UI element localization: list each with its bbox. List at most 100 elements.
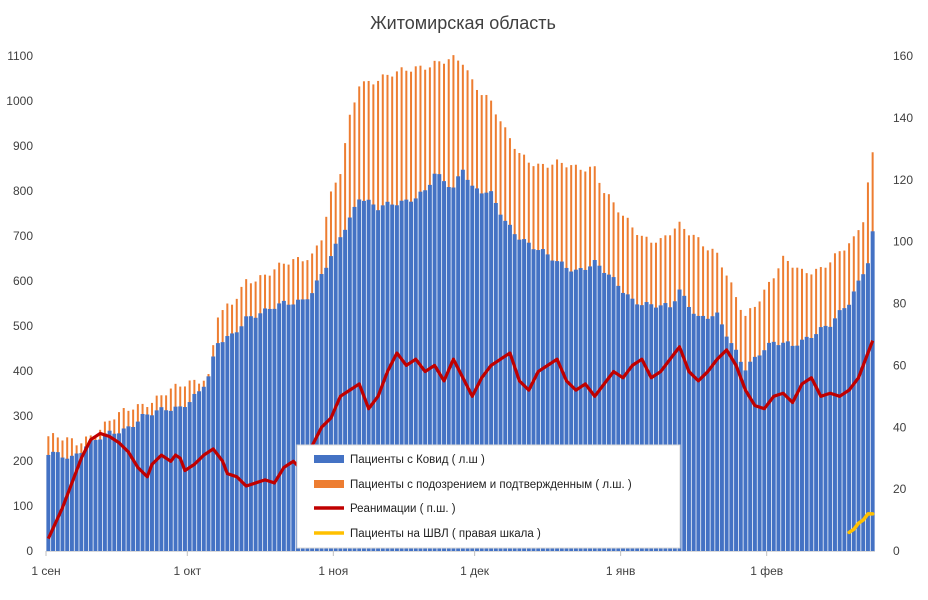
x-axis-tick-label: 1 дек bbox=[460, 564, 490, 578]
bar-covid bbox=[531, 249, 536, 551]
bar-covid bbox=[145, 414, 150, 551]
bar-covid bbox=[84, 446, 89, 551]
bar-covid bbox=[248, 316, 253, 551]
bar-covid bbox=[102, 433, 107, 551]
bar-covid bbox=[748, 361, 753, 551]
bar-covid bbox=[187, 402, 192, 551]
left-axis-tick: 400 bbox=[13, 364, 33, 378]
legend-label-covid: Пациенты с Ковид ( л.ш ) bbox=[350, 454, 485, 466]
bar-covid bbox=[239, 326, 244, 551]
bar-covid bbox=[588, 266, 593, 551]
bar-covid bbox=[555, 261, 560, 551]
bar-covid bbox=[244, 316, 249, 551]
right-axis-tick: 60 bbox=[893, 358, 907, 372]
line-ventilator bbox=[847, 512, 875, 535]
bar-covid bbox=[635, 304, 640, 551]
x-axis-tick-label: 1 окт bbox=[174, 564, 202, 578]
bar-covid bbox=[752, 356, 757, 551]
bar-covid bbox=[117, 433, 121, 551]
bar-covid bbox=[677, 289, 682, 551]
line-series bbox=[46, 340, 875, 540]
bar-covid bbox=[498, 214, 503, 551]
left-axis-tick: 700 bbox=[13, 229, 33, 243]
bar-covid bbox=[225, 336, 230, 551]
bar-covid bbox=[46, 454, 51, 551]
chart-title: Житомирская область bbox=[370, 13, 556, 33]
bar-covid bbox=[682, 295, 687, 551]
bar-covid bbox=[800, 339, 804, 551]
left-axis-tick: 0 bbox=[26, 544, 33, 558]
bar-covid bbox=[470, 185, 475, 551]
bar-covid bbox=[597, 265, 602, 551]
bar-covid bbox=[672, 301, 677, 551]
bar-covid bbox=[663, 303, 668, 551]
bar-covid bbox=[376, 210, 381, 551]
bar-covid bbox=[696, 315, 701, 551]
bar-covid bbox=[847, 304, 852, 551]
right-axis-tick: 100 bbox=[893, 235, 913, 249]
bar-covid bbox=[135, 421, 140, 551]
bar-covid bbox=[267, 308, 272, 551]
bar-covid bbox=[512, 234, 517, 551]
bar-covid bbox=[517, 239, 522, 551]
bar-covid bbox=[550, 260, 555, 551]
bar-covid bbox=[215, 343, 220, 551]
bar-covid bbox=[197, 391, 202, 551]
left-axis-tick: 600 bbox=[13, 274, 33, 288]
bar-covid bbox=[701, 315, 706, 551]
bar-covid bbox=[479, 193, 484, 551]
bar-covid bbox=[79, 453, 84, 551]
left-axis-tick: 100 bbox=[13, 499, 33, 513]
right-axis-tick: 160 bbox=[893, 49, 913, 63]
bar-covid bbox=[154, 410, 159, 551]
legend-label-ventilator: Пациенты на ШВЛ ( правая шкала ) bbox=[350, 528, 541, 540]
left-axis-tick: 800 bbox=[13, 184, 33, 198]
bar-covid bbox=[475, 188, 479, 552]
bar-covid bbox=[861, 274, 866, 551]
bar-covid bbox=[159, 407, 164, 551]
bar-covid bbox=[851, 291, 856, 551]
right-axis-tick: 0 bbox=[893, 544, 900, 558]
bar-covid bbox=[658, 305, 663, 551]
bar-covid bbox=[131, 426, 136, 551]
bar-covid bbox=[456, 176, 461, 552]
bar-covid bbox=[451, 187, 456, 551]
bar-covid bbox=[121, 428, 126, 551]
bar-covid bbox=[757, 355, 762, 551]
bar-covid bbox=[814, 334, 819, 551]
bar-covid bbox=[592, 260, 597, 551]
bar-covid bbox=[343, 229, 348, 551]
bar-covid bbox=[168, 410, 173, 551]
bar-covid bbox=[503, 220, 508, 551]
bar-covid bbox=[404, 199, 409, 551]
bar-covid bbox=[734, 349, 739, 551]
legend-label-icu: Реанимации ( п.ш. ) bbox=[350, 503, 456, 515]
bar-covid bbox=[206, 376, 211, 551]
bar-covid bbox=[715, 312, 720, 551]
bar-covid bbox=[182, 407, 187, 551]
bar-covid bbox=[767, 342, 771, 551]
bar-covid bbox=[602, 272, 607, 551]
bar-covid bbox=[639, 305, 644, 551]
bar-covid bbox=[649, 304, 654, 551]
bar-covid bbox=[437, 174, 442, 551]
bar-covid bbox=[790, 345, 795, 551]
bar-covid bbox=[98, 439, 103, 551]
bar-covid bbox=[738, 361, 743, 551]
bar-covid bbox=[809, 338, 814, 551]
bar-covid bbox=[432, 173, 437, 551]
axes: 0 100 200 300 400 500 600 700 800 900 1000 1100 0 20 4… bbox=[6, 49, 913, 578]
bar-covid bbox=[234, 332, 239, 551]
bar-covid bbox=[371, 204, 376, 551]
right-axis-tick: 140 bbox=[893, 111, 913, 125]
bar-covid bbox=[314, 280, 319, 551]
bar-covid bbox=[352, 206, 357, 551]
bar-covid bbox=[357, 199, 362, 552]
bar-covid bbox=[493, 202, 498, 551]
bar-covid bbox=[88, 440, 93, 551]
bar-covid bbox=[296, 299, 300, 551]
bar-covid bbox=[465, 179, 470, 551]
bar-covid bbox=[112, 433, 117, 551]
right-axis-tick: 120 bbox=[893, 173, 913, 187]
bar-covid bbox=[253, 317, 258, 551]
